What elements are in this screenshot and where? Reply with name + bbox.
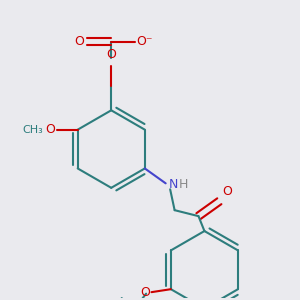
Text: O: O	[106, 48, 116, 61]
Text: H: H	[179, 178, 188, 191]
Text: O: O	[140, 286, 150, 299]
Text: O: O	[74, 35, 84, 48]
Text: N: N	[169, 178, 178, 191]
Text: O: O	[45, 123, 55, 136]
Text: CH₃: CH₃	[22, 125, 44, 135]
Text: O⁻: O⁻	[136, 35, 153, 48]
Text: O: O	[222, 185, 232, 198]
